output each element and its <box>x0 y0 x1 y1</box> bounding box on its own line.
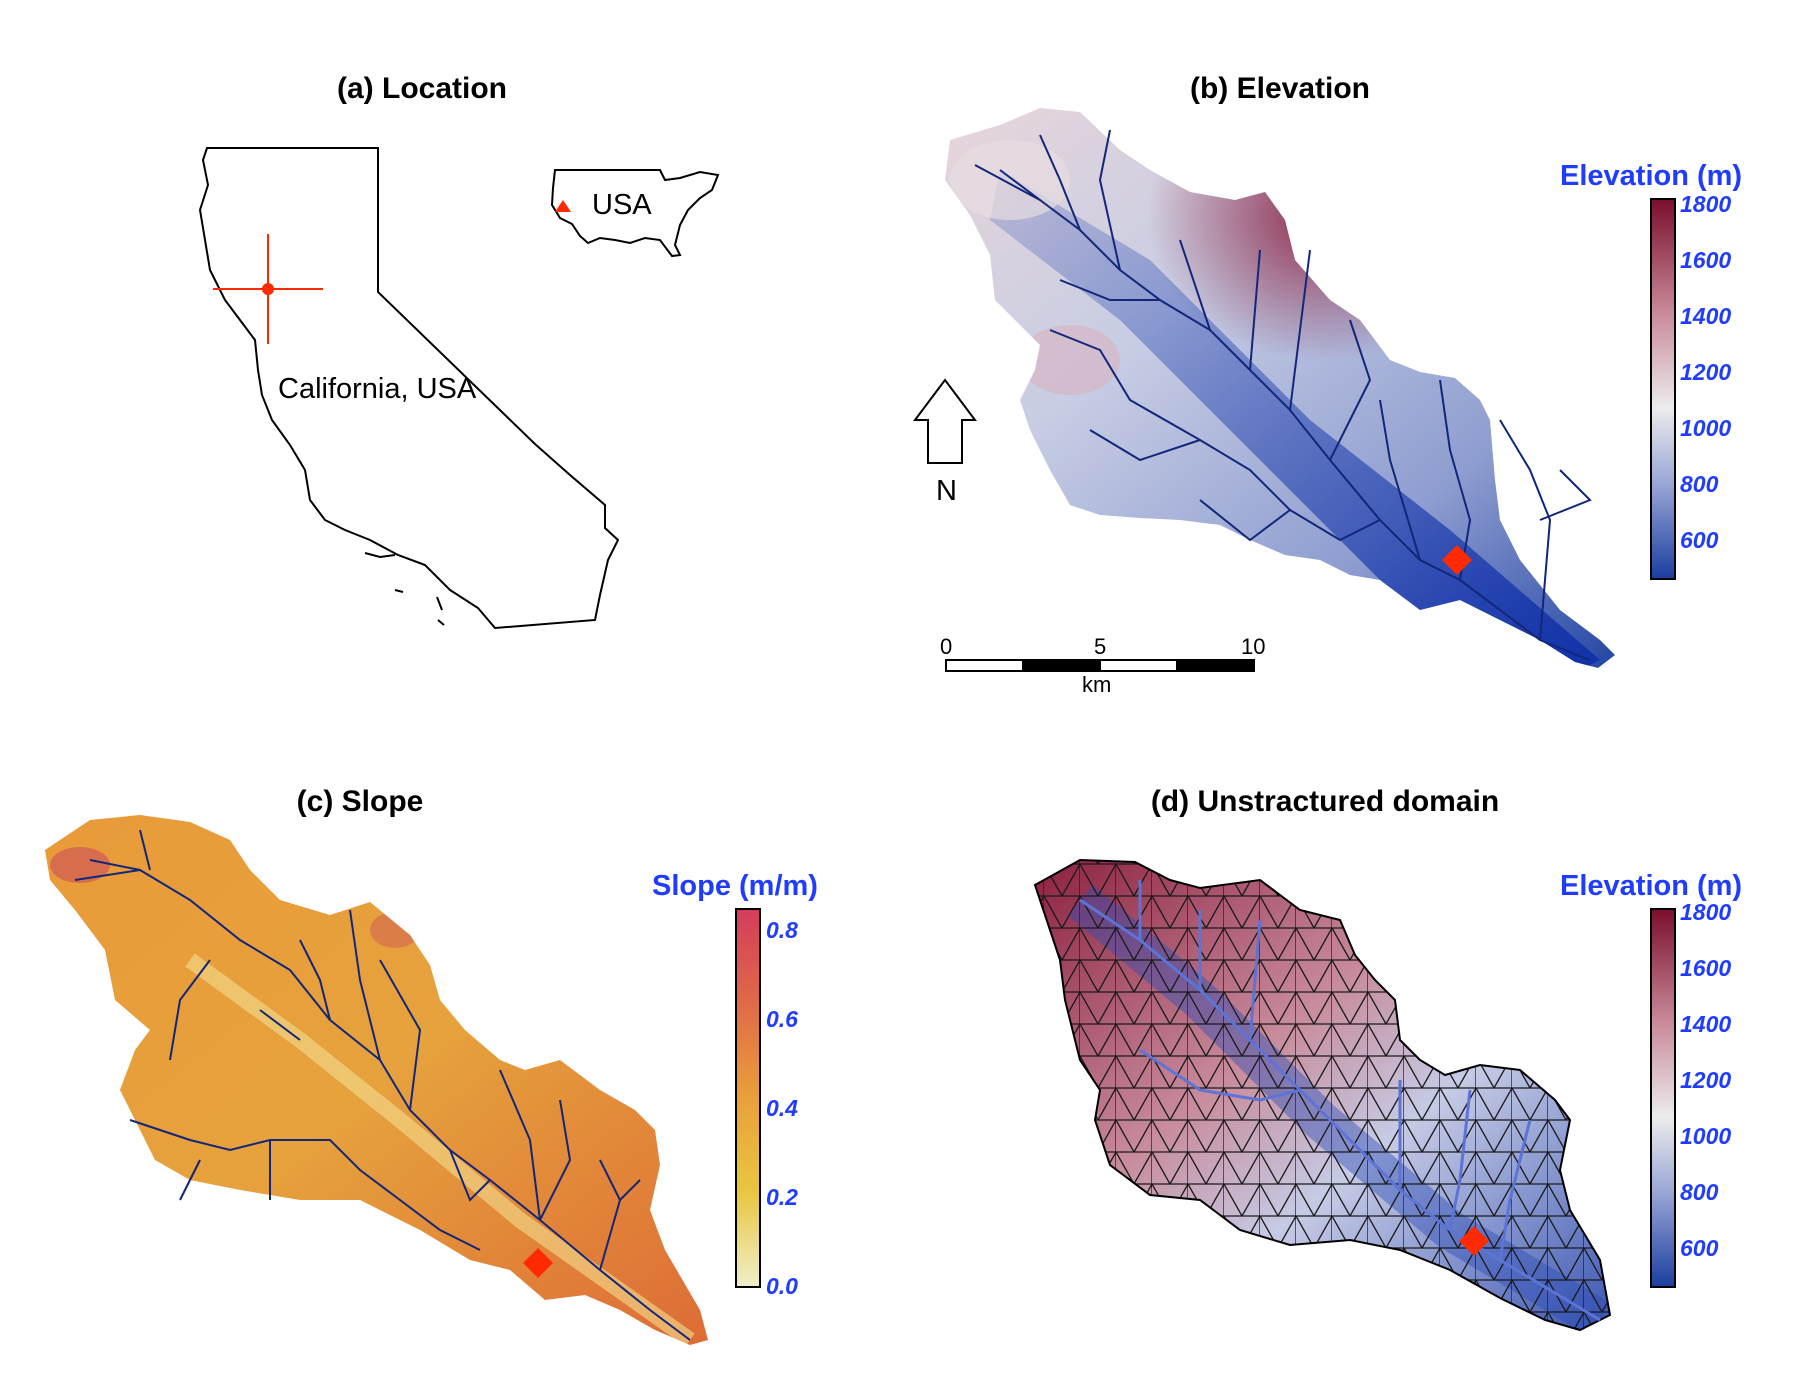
mesh-map <box>1033 858 1612 1332</box>
legend-d-tick-1200: 1200 <box>1680 1067 1732 1093</box>
stream-network-b <box>974 129 1592 661</box>
panel-a-title: (a) Location <box>337 72 507 105</box>
island-3 <box>436 596 443 611</box>
usa-outline <box>550 169 720 258</box>
legend-c-tick-0-6: 0.6 <box>766 1006 798 1032</box>
legend-d-tick-1400: 1400 <box>1680 1011 1732 1037</box>
legend-d-colorbar <box>1650 908 1676 1288</box>
outlet-marker-c <box>523 1248 553 1278</box>
panel-d-title: (d) Unstractured domain <box>1150 785 1500 818</box>
legend-b-colorbar <box>1650 198 1676 580</box>
legend-b-tick-1200: 1200 <box>1680 359 1732 385</box>
legend-d-tick-800: 800 <box>1680 1179 1719 1205</box>
legend-b-tick-1600: 1600 <box>1680 247 1732 273</box>
usa-label: USA <box>592 189 652 221</box>
legend-c-tick-0-8: 0.8 <box>766 917 798 943</box>
usa-location-marker <box>555 200 571 212</box>
scale-label-5: 5 <box>1094 634 1106 659</box>
outlet-marker-b <box>1442 545 1472 575</box>
north-arrow: N <box>913 378 977 507</box>
usa-inset: USA <box>550 169 720 258</box>
legend-c-colorbar <box>735 908 761 1288</box>
panel-b-title: (b) Elevation <box>1189 72 1370 105</box>
location-marker <box>262 283 274 295</box>
stream-network-d <box>1079 880 1601 1322</box>
legend-b-tick-800: 800 <box>1680 471 1719 497</box>
california-map: California, USA <box>198 147 620 630</box>
legend-c-tick-0-0: 0.0 <box>766 1273 798 1299</box>
stream-network-c <box>74 829 691 1341</box>
legend-b-tick-1400: 1400 <box>1680 303 1732 329</box>
legend-d-tick-600: 600 <box>1680 1235 1719 1261</box>
california-outline <box>198 147 620 630</box>
north-label: N <box>936 475 957 507</box>
scale-bar: 0 5 10 km <box>940 634 1265 697</box>
scale-label-0: 0 <box>940 634 952 659</box>
outlet-marker-d <box>1459 1226 1489 1256</box>
island-2 <box>394 589 404 593</box>
legend-b-title: Elevation (m) <box>1560 160 1743 192</box>
scale-unit: km <box>1082 672 1111 697</box>
panel-c-title: (c) Slope <box>296 785 424 818</box>
legend-c-tick-0-2: 0.2 <box>766 1184 798 1210</box>
legend-c-tick-0-4: 0.4 <box>766 1095 798 1121</box>
legend-d-tick-1800: 1800 <box>1680 899 1732 925</box>
legend-c-title: Slope (m/m) <box>652 870 818 902</box>
legend-d-title: Elevation (m) <box>1560 870 1743 902</box>
scale-label-10: 10 <box>1241 634 1265 659</box>
island-1 <box>364 552 396 559</box>
legend-b-tick-600: 600 <box>1680 527 1719 553</box>
island-4 <box>437 619 445 626</box>
legend-d-tick-1000: 1000 <box>1680 1123 1732 1149</box>
legend-b-tick-1000: 1000 <box>1680 415 1732 441</box>
slope-map <box>45 815 708 1345</box>
elevation-map <box>945 108 1615 668</box>
legend-d-tick-1600: 1600 <box>1680 955 1732 981</box>
legend-b-tick-1800: 1800 <box>1680 191 1732 217</box>
state-label: California, USA <box>278 373 477 405</box>
